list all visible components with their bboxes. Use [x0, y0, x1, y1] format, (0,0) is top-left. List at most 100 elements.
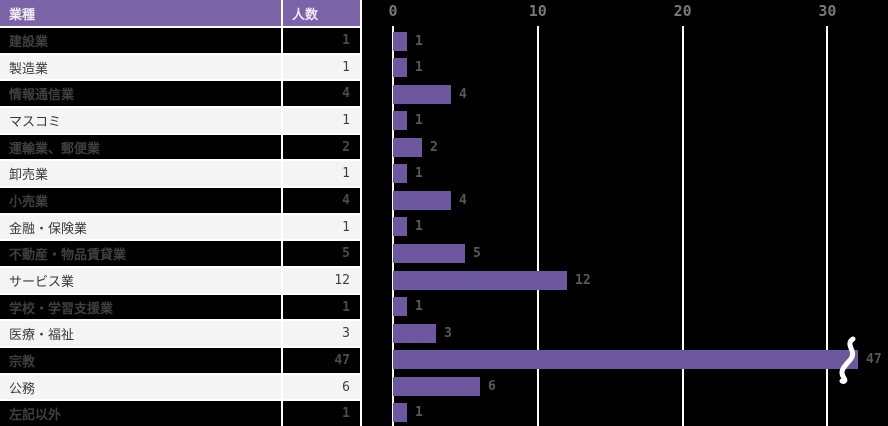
bar-value-label: 1 [415, 405, 423, 421]
table-row: 運輸業、郵便業 2 [0, 134, 360, 162]
industry-cell: 医療・福祉 [0, 321, 283, 347]
gridline [536, 26, 539, 426]
bar [393, 323, 436, 343]
axis-break-icon [839, 336, 856, 384]
count-cell: 1 [342, 406, 350, 422]
bar [393, 164, 407, 184]
chart-row: 1 [393, 293, 888, 320]
count-cell: 1 [342, 219, 350, 235]
bar-value-label: 1 [415, 219, 423, 235]
chart-row: 1 [393, 108, 888, 135]
table-row: 小売業 4 [0, 188, 360, 215]
count-cell: 47 [334, 352, 350, 368]
industry-cell: 宗教 [0, 348, 283, 373]
bar [393, 403, 407, 423]
count-cell: 5 [342, 246, 350, 262]
bar [393, 31, 407, 51]
count-cell: 1 [342, 59, 350, 75]
bar [393, 297, 407, 317]
bar-value-label: 1 [415, 166, 423, 182]
table-row: 公務 6 [0, 374, 360, 402]
bar [393, 84, 451, 104]
count-cell: 1 [342, 166, 350, 182]
industry-cell: 製造業 [0, 54, 283, 80]
chart-row: 6 [393, 373, 888, 400]
bar-value-label: 1 [415, 60, 423, 76]
industry-bar-chart: 0 10 20 30 1 1 4 1 2 1 4 1 5 12 1 3 47 6 1 [362, 0, 888, 426]
count-cell: 1 [342, 299, 350, 315]
chart-row: 1 [393, 399, 888, 426]
bar [393, 190, 451, 210]
industry-table: 業種 人数 建設業 1 製造業 1 情報通信業 4 マスコミ 1 運輸業、郵便業 2 卸売業 1 小売業… [0, 0, 362, 426]
chart-row: 1 [393, 55, 888, 82]
chart-row: 12 [393, 267, 888, 294]
bar-value-label: 4 [459, 192, 467, 208]
table-row: 卸売業 1 [0, 161, 360, 189]
table-row: 不動産・物品賃貸業 5 [0, 241, 360, 269]
bar-value-label: 1 [415, 33, 423, 49]
x-axis-tick-label: 30 [818, 2, 837, 20]
table-row: サービス業 12 [0, 268, 360, 295]
table-row: 建設業 1 [0, 28, 360, 55]
bar-value-label: 12 [575, 272, 591, 288]
bar [393, 376, 480, 396]
bar [393, 244, 465, 264]
bar-value-label: 5 [473, 246, 481, 262]
industry-cell: 学校・学習支援業 [0, 294, 283, 320]
bar-value-label: 2 [430, 139, 438, 155]
industry-cell: マスコミ [0, 108, 283, 133]
industry-cell: 建設業 [0, 28, 283, 53]
table-row: 左記以外 1 [0, 401, 360, 426]
bar [393, 217, 407, 237]
table-row: 製造業 1 [0, 54, 360, 82]
count-cell: 3 [342, 326, 350, 342]
bar [393, 137, 422, 157]
industry-cell: サービス業 [0, 268, 283, 293]
count-cell: 4 [342, 192, 350, 208]
table-row: 宗教 47 [0, 348, 360, 375]
bar [393, 270, 567, 290]
chart-row: 1 [393, 161, 888, 188]
table-row: 金融・保険業 1 [0, 214, 360, 242]
bar-value-label: 3 [444, 325, 452, 341]
industry-cell: 情報通信業 [0, 81, 283, 107]
chart-row: 4 [393, 81, 888, 108]
table-row: 学校・学習支援業 1 [0, 294, 360, 322]
count-cell: 1 [342, 32, 350, 48]
col-header-count: 人数 [292, 6, 319, 22]
x-axis-tick-label: 0 [388, 2, 398, 20]
x-axis-tick-label: 20 [673, 2, 692, 20]
table-row: マスコミ 1 [0, 108, 360, 135]
industry-cell: 公務 [0, 374, 283, 400]
chart-row: 4 [393, 187, 888, 214]
bar-value-label: 6 [488, 378, 496, 394]
bar-value-label: 1 [415, 113, 423, 129]
industry-cell: 運輸業、郵便業 [0, 134, 283, 160]
bar [393, 58, 407, 78]
bar-value-label: 47 [866, 352, 882, 368]
chart-row: 47 [393, 336, 888, 384]
table-body: 建設業 1 製造業 1 情報通信業 4 マスコミ 1 運輸業、郵便業 2 卸売業 1 小売業 4 金融・保険… [0, 28, 360, 426]
count-cell: 12 [334, 272, 350, 288]
bar [393, 111, 407, 131]
chart-row: 3 [393, 320, 888, 347]
chart-row: 5 [393, 240, 888, 267]
chart-row: 1 [393, 28, 888, 55]
bar-value-label: 1 [415, 299, 423, 315]
chart-row: 1 [393, 214, 888, 241]
industry-cell: 左記以外 [0, 401, 283, 426]
industry-cell: 不動産・物品賃貸業 [0, 241, 283, 267]
x-axis-tick-label: 10 [528, 2, 547, 20]
industry-cell: 金融・保険業 [0, 214, 283, 240]
industry-cell: 小売業 [0, 188, 283, 213]
chart-bars: 1 1 4 1 2 1 4 1 5 12 1 3 47 6 1 [393, 28, 888, 426]
bar-value-label: 4 [459, 86, 467, 102]
table-header-row: 業種 人数 [0, 0, 360, 28]
count-cell: 1 [342, 112, 350, 128]
col-header-industry: 業種 [0, 0, 283, 26]
count-cell: 6 [342, 379, 350, 395]
table-row: 医療・福祉 3 [0, 321, 360, 349]
count-cell: 2 [342, 139, 350, 155]
gridline [826, 26, 829, 426]
